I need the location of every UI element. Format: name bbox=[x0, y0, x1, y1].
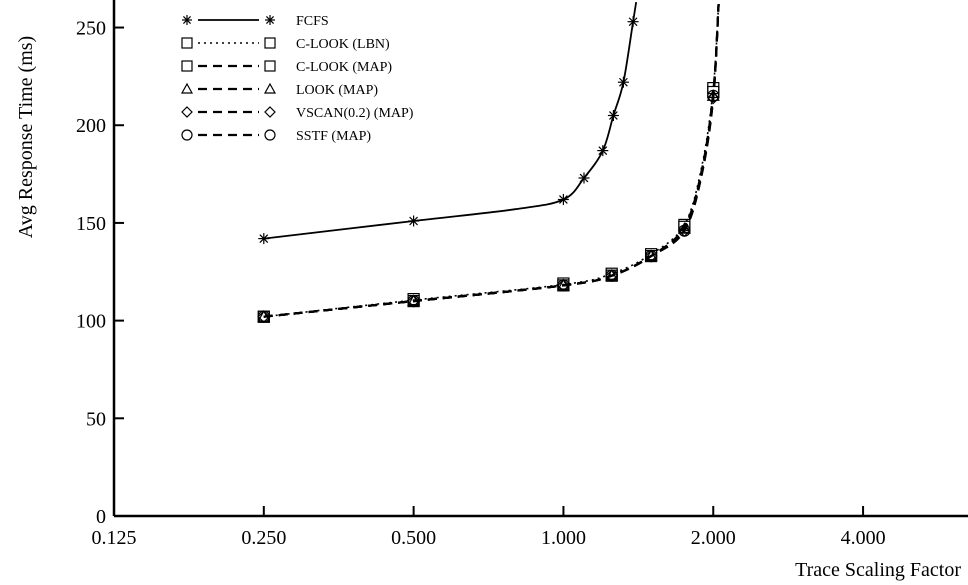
series-markers-5 bbox=[257, 89, 720, 323]
legend-marker bbox=[264, 106, 276, 118]
data-point bbox=[706, 91, 720, 105]
data-point bbox=[578, 172, 590, 184]
legend-marker bbox=[264, 37, 276, 49]
series-markers-2 bbox=[257, 85, 720, 323]
data-point bbox=[408, 215, 420, 227]
legend-label: FCFS bbox=[296, 14, 329, 29]
legend-label: C-LOOK (LBN) bbox=[296, 37, 390, 52]
legend-marker bbox=[180, 82, 194, 94]
data-point bbox=[556, 278, 570, 291]
data-point bbox=[707, 89, 720, 103]
series-markers-0 bbox=[258, 16, 639, 245]
legend-marker bbox=[263, 82, 277, 94]
legend-entry-2: C-LOOK (MAP) bbox=[181, 60, 392, 75]
legend-label: C-LOOK (MAP) bbox=[296, 60, 392, 75]
y-tick-label: 250 bbox=[76, 18, 106, 40]
legend: FCFS C-LOOK (LBN) C-LOOK (MAP) LOOK (MAP) VS… bbox=[180, 14, 414, 144]
x-tick-label: 1.000 bbox=[541, 527, 586, 549]
y-axis-title: Avg Response Time (ms) bbox=[15, 36, 37, 238]
y-tick-label: 50 bbox=[86, 408, 106, 430]
data-point bbox=[678, 220, 691, 233]
x-axis-title: Trace Scaling Factor bbox=[795, 559, 961, 581]
legend-label: SSTF (MAP) bbox=[296, 129, 371, 144]
x-tick-label: 2.000 bbox=[691, 527, 736, 549]
data-point bbox=[597, 145, 609, 157]
data-point bbox=[607, 110, 619, 121]
legend-entry-3: LOOK (MAP) bbox=[180, 82, 378, 98]
legend-marker bbox=[265, 15, 275, 25]
legend-marker bbox=[181, 129, 193, 141]
legend-label: VSCAN(0.2) (MAP) bbox=[296, 106, 414, 121]
data-point bbox=[557, 279, 570, 292]
legend-entry-0: FCFS bbox=[182, 14, 329, 29]
series-markers-4 bbox=[257, 91, 720, 324]
data-point bbox=[557, 194, 569, 205]
x-tick-label: 0.500 bbox=[391, 527, 436, 549]
legend-entry-1: C-LOOK (LBN) bbox=[181, 37, 390, 52]
series-markers bbox=[257, 16, 720, 324]
data-point bbox=[407, 295, 420, 308]
data-point bbox=[258, 233, 270, 245]
legend-marker bbox=[181, 37, 193, 49]
data-point bbox=[644, 249, 658, 262]
legend-entry-4: VSCAN(0.2) (MAP) bbox=[181, 106, 414, 121]
legend-label: LOOK (MAP) bbox=[296, 83, 378, 98]
y-tick-label: 200 bbox=[76, 115, 106, 137]
data-point bbox=[707, 85, 720, 99]
data-point bbox=[678, 224, 691, 237]
data-point bbox=[605, 269, 618, 282]
legend-entry-5: SSTF (MAP) bbox=[181, 129, 371, 144]
legend-marker bbox=[181, 106, 193, 118]
legend-marker bbox=[264, 60, 276, 72]
data-point bbox=[617, 76, 629, 88]
data-point bbox=[627, 16, 639, 28]
axes: 0.125 0.250 0.500 1.000 2.000 4.000 0 50 100 150 2… bbox=[76, 0, 968, 549]
series-line-5 bbox=[263, 4, 720, 318]
data-point bbox=[257, 310, 270, 323]
data-point bbox=[644, 250, 658, 263]
legend-marker bbox=[264, 129, 276, 141]
legend-marker bbox=[182, 15, 192, 25]
data-point bbox=[407, 294, 421, 307]
x-tick-label: 0.125 bbox=[92, 527, 137, 549]
y-tick-label: 100 bbox=[76, 311, 106, 333]
x-tick-label: 4.000 bbox=[841, 527, 886, 549]
series-markers-3 bbox=[257, 89, 720, 322]
y-tick-label: 0 bbox=[96, 506, 106, 528]
y-tick-label: 150 bbox=[76, 213, 106, 235]
legend-marker bbox=[181, 60, 193, 72]
x-tick-label: 0.250 bbox=[241, 527, 286, 549]
data-point bbox=[257, 309, 271, 322]
data-point bbox=[605, 268, 619, 281]
